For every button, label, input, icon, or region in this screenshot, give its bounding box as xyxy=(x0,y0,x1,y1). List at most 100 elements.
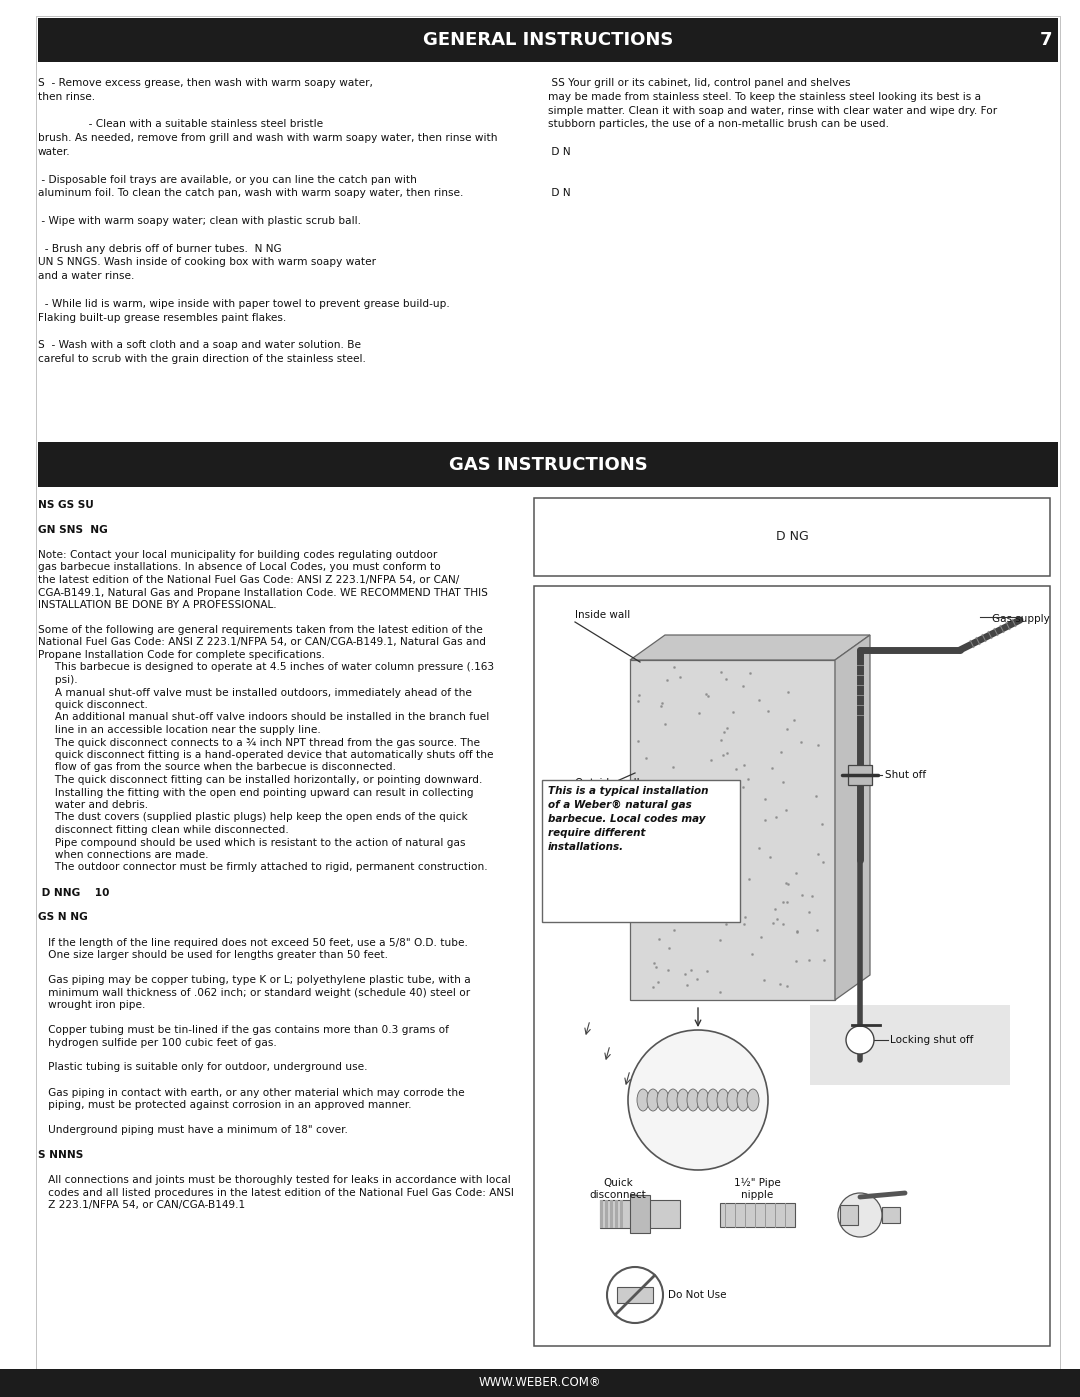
Text: Locking shut off: Locking shut off xyxy=(890,1035,973,1045)
Text: brush. As needed, remove from grill and wash with warm soapy water, then rinse w: brush. As needed, remove from grill and … xyxy=(38,133,498,144)
Text: - While lid is warm, wipe inside with paper towel to prevent grease build-up.: - While lid is warm, wipe inside with pa… xyxy=(38,299,449,309)
Text: gas barbecue installations. In absence of Local Codes, you must conform to: gas barbecue installations. In absence o… xyxy=(38,563,441,573)
Text: simple matter. Clean it with soap and water, rinse with clear water and wipe dry: simple matter. Clean it with soap and wa… xyxy=(548,106,997,116)
Text: Plastic tubing is suitable only for outdoor, underground use.: Plastic tubing is suitable only for outd… xyxy=(38,1063,367,1073)
Ellipse shape xyxy=(737,1090,750,1111)
Ellipse shape xyxy=(727,1090,739,1111)
Bar xyxy=(534,497,1050,576)
Bar xyxy=(720,1203,795,1227)
Text: 1½" Pipe
nipple: 1½" Pipe nipple xyxy=(733,1178,781,1200)
Ellipse shape xyxy=(747,1090,759,1111)
Text: flow of gas from the source when the barbecue is disconnected.: flow of gas from the source when the bar… xyxy=(38,763,396,773)
Bar xyxy=(0,1369,1080,1397)
Text: Gas piping in contact with earth, or any other material which may corrode the: Gas piping in contact with earth, or any… xyxy=(38,1087,464,1098)
Text: INSTALLATION BE DONE BY A PROFESSIONAL.: INSTALLATION BE DONE BY A PROFESSIONAL. xyxy=(38,599,276,610)
Text: D NG: D NG xyxy=(775,531,808,543)
Ellipse shape xyxy=(697,1090,708,1111)
Bar xyxy=(840,1206,858,1225)
Text: hydrogen sulfide per 100 cubic feet of gas.: hydrogen sulfide per 100 cubic feet of g… xyxy=(38,1038,276,1048)
Bar xyxy=(615,1200,618,1228)
Text: A manual shut-off valve must be installed outdoors, immediately ahead of the: A manual shut-off valve must be installe… xyxy=(38,687,472,697)
Ellipse shape xyxy=(717,1090,729,1111)
Text: S  - Remove excess grease, then wash with warm soapy water,: S - Remove excess grease, then wash with… xyxy=(38,78,373,88)
Bar xyxy=(38,441,1058,488)
Text: Inside wall: Inside wall xyxy=(575,610,631,620)
Text: S NNNS: S NNNS xyxy=(38,1150,83,1160)
Ellipse shape xyxy=(647,1090,659,1111)
Text: quick disconnect fitting is a hand-operated device that automatically shuts off : quick disconnect fitting is a hand-opera… xyxy=(38,750,494,760)
Text: D N: D N xyxy=(548,147,570,156)
Text: careful to scrub with the grain direction of the stainless steel.: careful to scrub with the grain directio… xyxy=(38,353,366,365)
Ellipse shape xyxy=(657,1090,669,1111)
Text: One size larger should be used for lengths greater than 50 feet.: One size larger should be used for lengt… xyxy=(38,950,388,960)
Text: Propane Installation Code for complete specifications.: Propane Installation Code for complete s… xyxy=(38,650,325,659)
Text: codes and all listed procedures in the latest edition of the National Fuel Gas C: codes and all listed procedures in the l… xyxy=(38,1187,514,1197)
Text: when connections are made.: when connections are made. xyxy=(38,849,208,861)
Text: - Wipe with warm soapy water; clean with plastic scrub ball.: - Wipe with warm soapy water; clean with… xyxy=(38,217,361,226)
Text: Pipe compound should be used which is resistant to the action of natural gas: Pipe compound should be used which is re… xyxy=(38,837,465,848)
Text: Installing the fitting with the open end pointing upward can result in collectin: Installing the fitting with the open end… xyxy=(38,788,474,798)
Text: Quick
disconnect: Quick disconnect xyxy=(590,1178,646,1200)
Text: line in an accessible location near the supply line.: line in an accessible location near the … xyxy=(38,725,321,735)
Bar xyxy=(630,1194,650,1234)
Text: National Fuel Gas Code: ANSI Z 223.1/NFPA 54, or CAN/CGA-B149.1, Natural Gas and: National Fuel Gas Code: ANSI Z 223.1/NFP… xyxy=(38,637,486,647)
Text: WWW.WEBER.COM®: WWW.WEBER.COM® xyxy=(478,1376,602,1390)
Bar xyxy=(620,1200,623,1228)
Text: wrought iron pipe.: wrought iron pipe. xyxy=(38,1000,146,1010)
Text: Outside wall: Outside wall xyxy=(575,778,639,788)
Text: then rinse.: then rinse. xyxy=(38,92,95,102)
Text: water.: water. xyxy=(38,147,70,156)
Text: Underground piping must have a minimum of 18" cover.: Underground piping must have a minimum o… xyxy=(38,1125,348,1134)
Text: - Clean with a suitable stainless steel bristle: - Clean with a suitable stainless steel … xyxy=(38,119,323,130)
Circle shape xyxy=(838,1193,882,1236)
Text: If the length of the line required does not exceed 50 feet, use a 5/8" O.D. tube: If the length of the line required does … xyxy=(38,937,468,947)
Text: stubborn particles, the use of a non-metallic brush can be used.: stubborn particles, the use of a non-met… xyxy=(548,119,889,130)
Text: This is a typical installation
of a Weber® natural gas
barbecue. Local codes may: This is a typical installation of a Webe… xyxy=(548,787,708,852)
Circle shape xyxy=(846,1025,874,1053)
Circle shape xyxy=(607,1267,663,1323)
Text: S  - Wash with a soft cloth and a soap and water solution. Be: S - Wash with a soft cloth and a soap an… xyxy=(38,341,361,351)
Text: 7: 7 xyxy=(1039,31,1052,49)
Text: GAS INSTRUCTIONS: GAS INSTRUCTIONS xyxy=(448,455,647,474)
Text: aluminum foil. To clean the catch pan, wash with warm soapy water, then rinse.: aluminum foil. To clean the catch pan, w… xyxy=(38,189,463,198)
Text: This barbecue is designed to operate at 4.5 inches of water column pressure (.16: This barbecue is designed to operate at … xyxy=(38,662,495,672)
Bar xyxy=(605,1200,608,1228)
Ellipse shape xyxy=(667,1090,679,1111)
Text: The dust covers (supplied plastic plugs) help keep the open ends of the quick: The dust covers (supplied plastic plugs)… xyxy=(38,813,468,823)
Text: SS Your grill or its cabinet, lid, control panel and shelves: SS Your grill or its cabinet, lid, contr… xyxy=(548,78,851,88)
Text: Gas piping may be copper tubing, type K or L; polyethylene plastic tube, with a: Gas piping may be copper tubing, type K … xyxy=(38,975,471,985)
Text: D NNG    10: D NNG 10 xyxy=(38,887,109,897)
Text: All connections and joints must be thoroughly tested for leaks in accordance wit: All connections and joints must be thoro… xyxy=(38,1175,511,1185)
Text: and a water rinse.: and a water rinse. xyxy=(38,271,134,281)
Ellipse shape xyxy=(707,1090,719,1111)
Bar xyxy=(600,1200,680,1228)
Bar xyxy=(810,1004,1010,1085)
Text: - Brush any debris off of burner tubes.  N NG: - Brush any debris off of burner tubes. … xyxy=(38,243,282,254)
Bar xyxy=(38,18,1058,61)
Text: The outdoor connector must be firmly attached to rigid, permanent construction.: The outdoor connector must be firmly att… xyxy=(38,862,488,873)
Bar xyxy=(542,780,740,922)
Bar xyxy=(610,1200,613,1228)
Text: Do Not Use: Do Not Use xyxy=(669,1289,727,1301)
Ellipse shape xyxy=(677,1090,689,1111)
Text: Some of the following are general requirements taken from the latest edition of : Some of the following are general requir… xyxy=(38,624,483,636)
Text: The quick disconnect fitting can be installed horizontally, or pointing downward: The quick disconnect fitting can be inst… xyxy=(38,775,483,785)
Text: disconnect fitting clean while disconnected.: disconnect fitting clean while disconnec… xyxy=(38,826,288,835)
Text: psi).: psi). xyxy=(38,675,78,685)
Bar xyxy=(617,1287,653,1303)
Text: minimum wall thickness of .062 inch; or standard weight (schedule 40) steel or: minimum wall thickness of .062 inch; or … xyxy=(38,988,470,997)
Bar xyxy=(882,1207,900,1222)
Text: Note: Contact your local municipality for building codes regulating outdoor: Note: Contact your local municipality fo… xyxy=(38,550,437,560)
Text: NS GS SU: NS GS SU xyxy=(38,500,94,510)
Text: GS N NG: GS N NG xyxy=(38,912,87,922)
Text: Copper tubing must be tin-lined if the gas contains more than 0.3 grams of: Copper tubing must be tin-lined if the g… xyxy=(38,1025,449,1035)
Text: Shut off: Shut off xyxy=(885,770,927,780)
Text: may be made from stainless steel. To keep the stainless steel looking its best i: may be made from stainless steel. To kee… xyxy=(548,92,981,102)
Polygon shape xyxy=(835,636,870,1000)
Text: Z 223.1/NFPA 54, or CAN/CGA-B149.1: Z 223.1/NFPA 54, or CAN/CGA-B149.1 xyxy=(38,1200,245,1210)
Text: Gas supply: Gas supply xyxy=(993,615,1050,624)
Bar xyxy=(848,766,872,785)
Circle shape xyxy=(627,1030,768,1171)
Ellipse shape xyxy=(687,1090,699,1111)
Bar xyxy=(534,585,1050,1345)
